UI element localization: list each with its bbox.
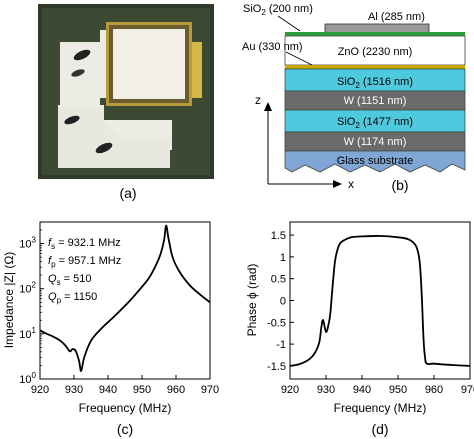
x-tick-label: 940 xyxy=(353,384,371,396)
probe-mark xyxy=(71,69,85,77)
al-electrode-layer xyxy=(324,23,430,34)
zno-layer xyxy=(284,35,466,66)
w-layer-1-label: W (1151 nm) xyxy=(344,95,407,107)
y-tick-label: 100 xyxy=(19,371,36,386)
phase-xlabel: Frequency (MHz) xyxy=(334,401,427,415)
phase-ticks: 920 930 940 950 960 970 -1.5 -1 -0.5 0 0.5 1 1.5 xyxy=(267,230,474,396)
annotation-fs: fs = 932.1 MHz xyxy=(48,237,121,251)
impedance-chart: 920 930 940 950 960 970 100 101 102 103 fs = 932.… xyxy=(2,221,219,415)
panel-c-label: (c) xyxy=(117,421,133,437)
x-tick-label: 970 xyxy=(461,384,474,396)
ground-pad-lower xyxy=(58,108,170,168)
probe-mark xyxy=(95,142,113,154)
x-tick-label: 930 xyxy=(65,384,83,396)
panel-a-micrograph xyxy=(38,4,214,179)
al-label: Al (285 nm) xyxy=(368,11,425,23)
annotation-qp: Qp = 1150 xyxy=(48,291,97,305)
x-tick-label: 920 xyxy=(281,384,299,396)
annotation-qs: Qs = 510 xyxy=(48,273,91,287)
impedance-ticks: 920 930 940 950 960 970 100 101 102 103 xyxy=(19,221,219,396)
y-tick-label: 103 xyxy=(19,236,36,251)
x-tick-label: 940 xyxy=(99,384,117,396)
impedance-plot-frame xyxy=(39,221,211,380)
y-tick-label: 102 xyxy=(19,281,36,296)
impedance-annotations: fs = 932.1 MHz fp = 957.1 MHz Qs = 510 Q… xyxy=(48,237,121,305)
probe-mark xyxy=(73,49,91,61)
y-tick-label: -1 xyxy=(276,339,286,351)
x-axis-label: x xyxy=(348,177,354,191)
impedance-xlabel: Frequency (MHz) xyxy=(79,401,172,415)
resonator-electrode xyxy=(113,29,185,99)
au-electrode-layer xyxy=(285,65,465,69)
phase-ylabel: Phase ϕ (rad) xyxy=(245,264,259,337)
x-tick-label: 960 xyxy=(167,384,185,396)
glass-substrate xyxy=(284,150,466,173)
zno-layer-label: ZnO (2230 nm) xyxy=(338,46,413,58)
panel-a-label: (a) xyxy=(119,185,136,201)
y-tick-label: -0.5 xyxy=(267,317,286,329)
panel-b-layer-stack: ZnO (2230 nm) SiO2 (1516 nm) W (1151 nm)… xyxy=(242,3,466,191)
x-tick-label: 920 xyxy=(31,384,49,396)
y-tick-label: 1 xyxy=(280,252,286,264)
y-tick-label: 1.5 xyxy=(271,230,286,242)
y-tick-label: 101 xyxy=(19,326,36,341)
x-tick-label: 970 xyxy=(201,384,219,396)
impedance-ylabel: Impedance |Z| (Ω) xyxy=(2,252,16,349)
glass-substrate-label: Glass substrate xyxy=(337,155,413,167)
au-pointer xyxy=(285,51,313,66)
y-tick-label: 0 xyxy=(280,296,286,308)
x-tick-label: 950 xyxy=(389,384,407,396)
side-contact-strip xyxy=(190,42,202,98)
annotation-fp: fp = 957.1 MHz xyxy=(48,255,121,269)
x-tick-label: 950 xyxy=(133,384,151,396)
phase-chart: 920 930 940 950 960 970 -1.5 -1 -0.5 0 0.5 1 1.5 Fre… xyxy=(245,221,474,415)
sio2-layer-2-label: SiO2 (1477 nm) xyxy=(337,116,413,130)
impedance-series-line xyxy=(39,224,211,372)
panel-b-label: (b) xyxy=(391,177,408,193)
sio2-top-label: SiO2 (200 nm) xyxy=(243,3,313,17)
sio2-top-pointer xyxy=(277,15,301,32)
phase-series-line xyxy=(289,235,471,367)
w-layer-2-label: W (1174 nm) xyxy=(344,136,407,148)
phase-plot-frame xyxy=(289,221,471,380)
z-axis-label: z xyxy=(255,93,261,107)
sio2-layer-1-label: SiO2 (1516 nm) xyxy=(337,76,413,90)
au-label: Au (330 nm) xyxy=(242,41,303,53)
y-tick-label: -1.5 xyxy=(267,361,286,373)
x-axis-arrowhead xyxy=(333,180,342,188)
x-tick-label: 960 xyxy=(425,384,443,396)
sio2-top-layer xyxy=(285,32,465,36)
x-tick-label: 930 xyxy=(317,384,335,396)
y-tick-label: 0.5 xyxy=(271,274,286,286)
panel-d-label: (d) xyxy=(371,421,388,437)
z-axis-arrowhead xyxy=(264,102,272,111)
probe-mark xyxy=(64,115,80,125)
